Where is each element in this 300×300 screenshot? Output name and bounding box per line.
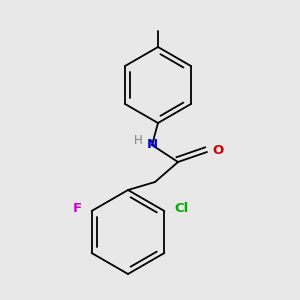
Text: Cl: Cl [174, 202, 188, 215]
Text: F: F [73, 202, 82, 215]
Text: H: H [134, 134, 142, 148]
Text: O: O [212, 143, 224, 157]
Text: N: N [146, 139, 158, 152]
